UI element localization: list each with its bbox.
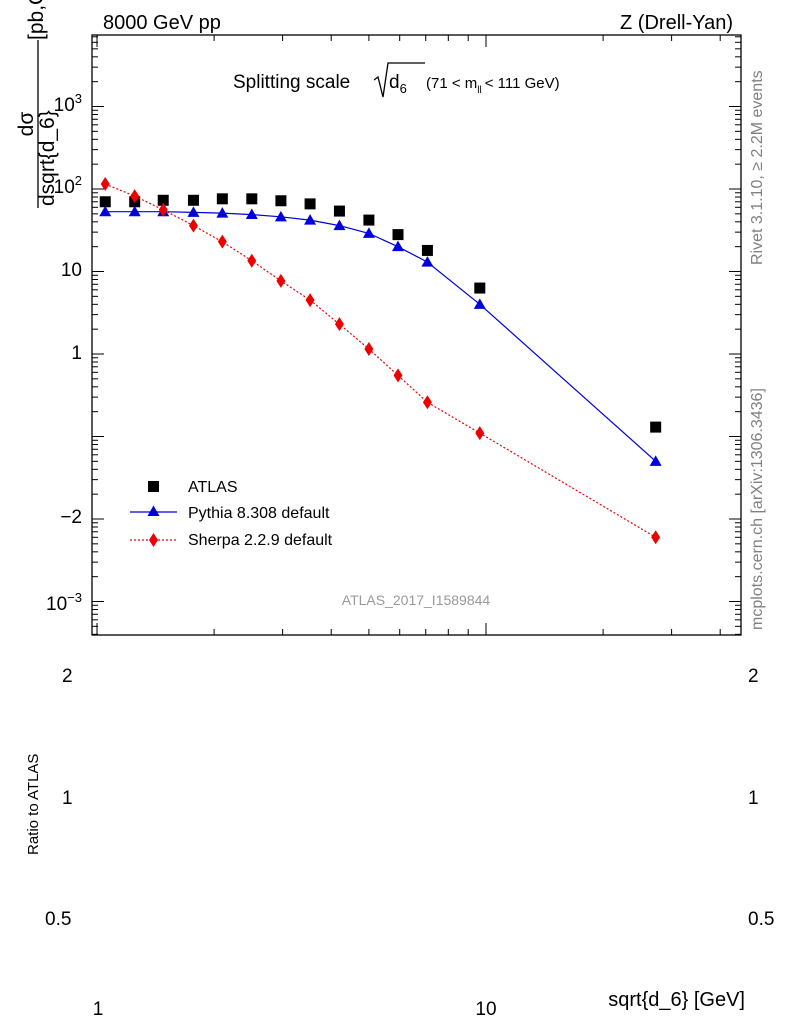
- main-plot-frame: [91, 34, 742, 636]
- svg-text:d6: d6: [389, 72, 407, 96]
- data-point-sherpa: [247, 253, 257, 268]
- y-axis-label: dσ dsqrt{d_6} [pb,GeV-1]: [15, 0, 59, 208]
- ratio-tick-label: 2: [748, 666, 759, 687]
- ratio-tick-label: 1: [748, 788, 759, 809]
- legend-entry-pythia: Pythia 8.308 default: [130, 505, 330, 522]
- data-point-sherpa: [475, 426, 485, 441]
- data-point-sherpa: [393, 368, 403, 383]
- analysis-label: ATLAS_2017_I1589844: [342, 592, 491, 608]
- data-point-pythia: [274, 210, 287, 222]
- series-line-2: [104, 183, 657, 538]
- ratio-tick-label: 1: [62, 788, 73, 809]
- ytick-label: −2: [60, 507, 82, 528]
- data-point-pythia: [421, 256, 434, 267]
- data-point-pythia: [245, 208, 258, 220]
- legend-marker-diamond: [149, 533, 158, 547]
- svg-text:ATLAS: ATLAS: [188, 479, 238, 496]
- data-point-pythia: [216, 207, 229, 218]
- data-point-pythia: [333, 219, 346, 231]
- data-point-pythia: [128, 205, 141, 217]
- xtick-label: 1: [93, 999, 104, 1020]
- data-point-pythia: [392, 240, 405, 252]
- ytick-label: 1: [71, 343, 82, 364]
- data-point-pythia: [649, 455, 662, 466]
- data-point-atlas: [187, 194, 199, 206]
- data-point-atlas: [304, 198, 316, 210]
- ratio-tick-label: 2: [62, 666, 73, 687]
- ytick-label: 10−3: [46, 590, 82, 615]
- data-point-pythia: [362, 227, 375, 238]
- svg-text:(71 < mll< 111 GeV): (71 < mll < 111 GeV): [426, 75, 560, 96]
- ratio-y-label: Ratio to ATLAS: [25, 754, 42, 855]
- svg-text:Pythia 8.308 default: Pythia 8.308 default: [188, 505, 330, 522]
- data-point-pythia: [473, 298, 486, 309]
- data-point-sherpa: [651, 530, 661, 545]
- ytick-label: 102: [54, 173, 82, 198]
- data-point-atlas: [421, 244, 433, 256]
- svg-text:[pb,GeV-1]: [pb,GeV-1]: [22, 0, 48, 40]
- main-axis-ticks: [92, 35, 741, 635]
- data-point-atlas: [363, 214, 375, 226]
- rivet-version-label: Rivet 3.1.10, ≥ 2.2M events: [749, 70, 766, 265]
- ratio-tick-label: 0.5: [45, 909, 71, 930]
- data-point-sherpa: [100, 176, 110, 191]
- svg-text:103: 103: [54, 91, 82, 116]
- x-axis-label: sqrt{d_6} [GeV]: [608, 989, 745, 1011]
- legend-marker-square: [148, 481, 159, 492]
- mcplots-label: mcplots.cern.ch [arXiv:1306.3436]: [749, 388, 766, 630]
- svg-text:1: 1: [71, 343, 82, 364]
- series-line-1: [105, 211, 657, 462]
- legend-entry-atlas: ATLAS: [148, 479, 238, 496]
- data-point-atlas: [157, 194, 169, 206]
- data-point-sherpa: [422, 395, 432, 410]
- data-point-sherpa: [217, 234, 227, 249]
- svg-text:dσ: dσ: [15, 112, 38, 137]
- data-point-sherpa: [305, 293, 315, 308]
- ytick-label: 103: [54, 91, 82, 116]
- svg-text:−2: −2: [60, 507, 82, 528]
- data-point-pythia: [99, 205, 112, 217]
- svg-text:10: 10: [61, 260, 82, 281]
- data-point-atlas: [246, 193, 258, 205]
- data-point-pythia: [304, 214, 317, 225]
- data-point-atlas: [99, 196, 111, 208]
- data-point-sherpa: [188, 218, 198, 233]
- xtick-label: 10: [475, 999, 496, 1020]
- svg-text:Splitting scale: Splitting scale: [233, 72, 350, 93]
- data-point-sherpa: [364, 341, 374, 356]
- data-point-atlas: [275, 195, 287, 207]
- legend: ATLAS Pythia 8.308 default Sherpa 2.2.9 …: [130, 479, 333, 549]
- data-point-atlas: [474, 282, 486, 294]
- ytick-label: 10: [61, 260, 82, 281]
- data-point-pythia: [187, 206, 200, 217]
- data-point-sherpa: [334, 317, 344, 332]
- series-layer: [99, 176, 662, 545]
- data-point-sherpa: [158, 202, 168, 217]
- plot-title: Splitting scale d6 (71 < mll < 111 GeV): [233, 62, 560, 98]
- svg-text:10−3: 10−3: [46, 590, 82, 615]
- data-point-atlas: [392, 229, 404, 241]
- svg-text:Sherpa 2.2.9 default: Sherpa 2.2.9 default: [188, 532, 333, 549]
- svg-text:102: 102: [54, 173, 82, 198]
- header-right: Z (Drell-Yan): [620, 12, 733, 34]
- data-point-atlas: [333, 205, 345, 217]
- legend-marker-triangle: [147, 505, 160, 516]
- data-point-sherpa: [130, 189, 140, 204]
- ratio-tick-label: 0.5: [748, 909, 774, 930]
- data-point-atlas: [216, 193, 228, 205]
- header-left: 8000 GeV pp: [103, 12, 221, 34]
- svg-text:dsqrt{d_6}: dsqrt{d_6}: [36, 110, 59, 206]
- legend-entry-sherpa: Sherpa 2.2.9 default: [130, 532, 333, 549]
- data-point-sherpa: [276, 273, 286, 288]
- data-point-atlas: [650, 421, 662, 433]
